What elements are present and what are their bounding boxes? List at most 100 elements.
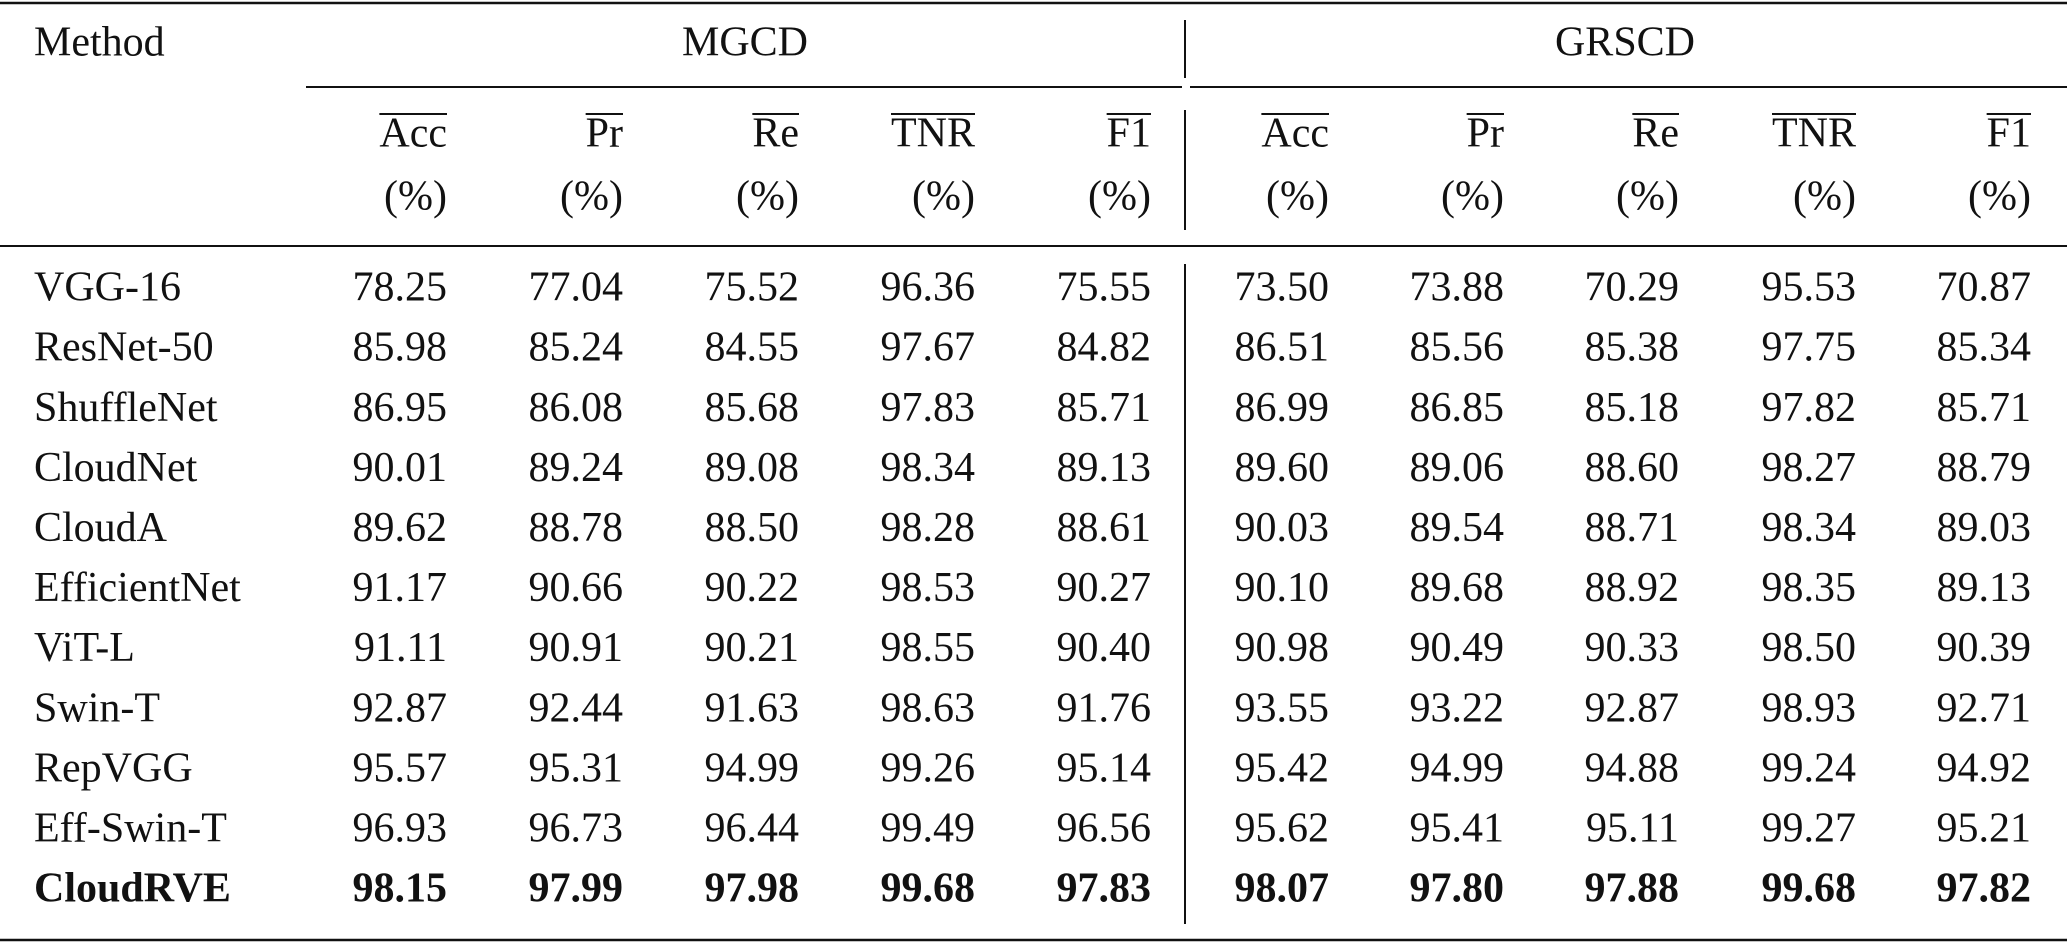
cell-value: 85.18	[1585, 385, 1680, 431]
unit-label: (%)	[1441, 174, 1504, 220]
cell-value: 94.99	[1410, 745, 1505, 791]
cell-value: 94.88	[1585, 745, 1680, 791]
cell-value: 85.56	[1410, 325, 1505, 371]
unit-label: (%)	[1968, 174, 2031, 220]
cell-value: 98.35	[1762, 565, 1857, 611]
method-name: CloudA	[34, 505, 168, 551]
cell-value: 88.60	[1585, 445, 1680, 491]
cell-value: 91.76	[1057, 685, 1152, 731]
cell-value: 85.71	[1937, 385, 2032, 431]
unit-label: (%)	[384, 174, 447, 220]
unit-label: (%)	[1793, 174, 1856, 220]
cell-value: 86.99	[1235, 385, 1330, 431]
unit-label: (%)	[1088, 174, 1151, 220]
cell-value: 84.55	[705, 325, 800, 371]
cell-value: 97.82	[1762, 385, 1857, 431]
cell-value: 98.55	[881, 625, 976, 671]
cell-value: 97.67	[881, 325, 976, 371]
cell-value: 75.52	[705, 265, 800, 311]
cell-value: 95.11	[1586, 806, 1679, 852]
cell-value: 92.87	[353, 685, 448, 731]
cell-value: 89.60	[1235, 445, 1330, 491]
cell-value: 91.11	[354, 625, 447, 671]
method-name: EfficientNet	[34, 565, 241, 611]
group-header: GRSCD	[1555, 20, 1695, 66]
cell-value: 99.68	[881, 866, 976, 912]
cell-value: 98.34	[881, 445, 976, 491]
cell-value: 86.85	[1410, 385, 1505, 431]
cell-value: 96.93	[353, 806, 448, 852]
cell-value: 89.03	[1937, 505, 2032, 551]
cell-value: 96.56	[1057, 806, 1152, 852]
cell-value: 97.98	[705, 866, 800, 912]
cell-value: 98.34	[1762, 505, 1857, 551]
cell-value: 98.15	[353, 866, 448, 912]
metric-header: TNR	[891, 111, 975, 157]
cell-value: 90.39	[1937, 625, 2032, 671]
cell-value: 90.40	[1057, 625, 1152, 671]
cell-value: 96.36	[881, 265, 976, 311]
metric-header: Re	[752, 111, 799, 157]
cell-value: 92.71	[1937, 685, 2032, 731]
cell-value: 95.42	[1235, 745, 1330, 791]
cell-value: 90.91	[529, 625, 624, 671]
cell-value: 99.68	[1762, 866, 1857, 912]
cell-value: 89.08	[705, 445, 800, 491]
cell-value: 89.62	[353, 505, 448, 551]
method-name: ResNet-50	[34, 325, 214, 371]
cell-value: 73.88	[1410, 265, 1505, 311]
cell-value: 99.24	[1762, 745, 1857, 791]
cell-value: 97.80	[1410, 866, 1505, 912]
cell-value: 85.24	[529, 325, 624, 371]
cell-value: 88.61	[1057, 505, 1152, 551]
cell-value: 88.78	[529, 505, 624, 551]
method-name: CloudNet	[34, 445, 198, 491]
cell-value: 95.14	[1057, 745, 1152, 791]
unit-label: (%)	[1616, 174, 1679, 220]
cell-value: 96.44	[705, 806, 800, 852]
cell-value: 90.01	[353, 445, 448, 491]
cell-value: 99.27	[1762, 806, 1857, 852]
cell-value: 85.38	[1585, 325, 1680, 371]
cell-value: 95.62	[1235, 806, 1330, 852]
cell-value: 98.53	[881, 565, 976, 611]
cell-value: 98.27	[1762, 445, 1857, 491]
cell-value: 91.17	[353, 565, 448, 611]
cell-value: 84.82	[1057, 325, 1152, 371]
cell-value: 89.24	[529, 445, 624, 491]
cell-value: 88.79	[1937, 445, 2032, 491]
metric-header: F1	[1107, 111, 1151, 157]
unit-label: (%)	[1266, 174, 1329, 220]
cell-value: 97.99	[529, 866, 624, 912]
cell-value: 95.53	[1762, 265, 1857, 311]
cell-value: 70.87	[1937, 265, 2032, 311]
cell-value: 95.57	[353, 745, 448, 791]
cell-value: 88.71	[1585, 505, 1680, 551]
cell-value: 90.66	[529, 565, 624, 611]
cell-value: 86.08	[529, 385, 624, 431]
unit-label: (%)	[912, 174, 975, 220]
metric-header: Acc	[1261, 111, 1329, 157]
metric-header: F1	[1987, 111, 2031, 157]
cell-value: 73.50	[1235, 265, 1330, 311]
method-name: RepVGG	[34, 745, 193, 791]
cell-value: 90.98	[1235, 625, 1330, 671]
cell-value: 89.13	[1057, 445, 1152, 491]
method-name: Eff-Swin-T	[34, 806, 227, 852]
cell-value: 98.28	[881, 505, 976, 551]
cell-value: 90.22	[705, 565, 800, 611]
cell-value: 98.07	[1235, 866, 1330, 912]
cell-value: 85.98	[353, 325, 448, 371]
metric-header: TNR	[1772, 111, 1856, 157]
cell-value: 94.99	[705, 745, 800, 791]
method-header: Method	[34, 20, 165, 66]
cell-value: 78.25	[353, 265, 448, 311]
cell-value: 99.49	[881, 806, 976, 852]
cell-value: 85.68	[705, 385, 800, 431]
cell-value: 95.21	[1937, 806, 2032, 852]
cell-value: 97.83	[881, 385, 976, 431]
cell-value: 70.29	[1585, 265, 1680, 311]
method-name: ViT-L	[34, 625, 135, 671]
unit-label: (%)	[560, 174, 623, 220]
